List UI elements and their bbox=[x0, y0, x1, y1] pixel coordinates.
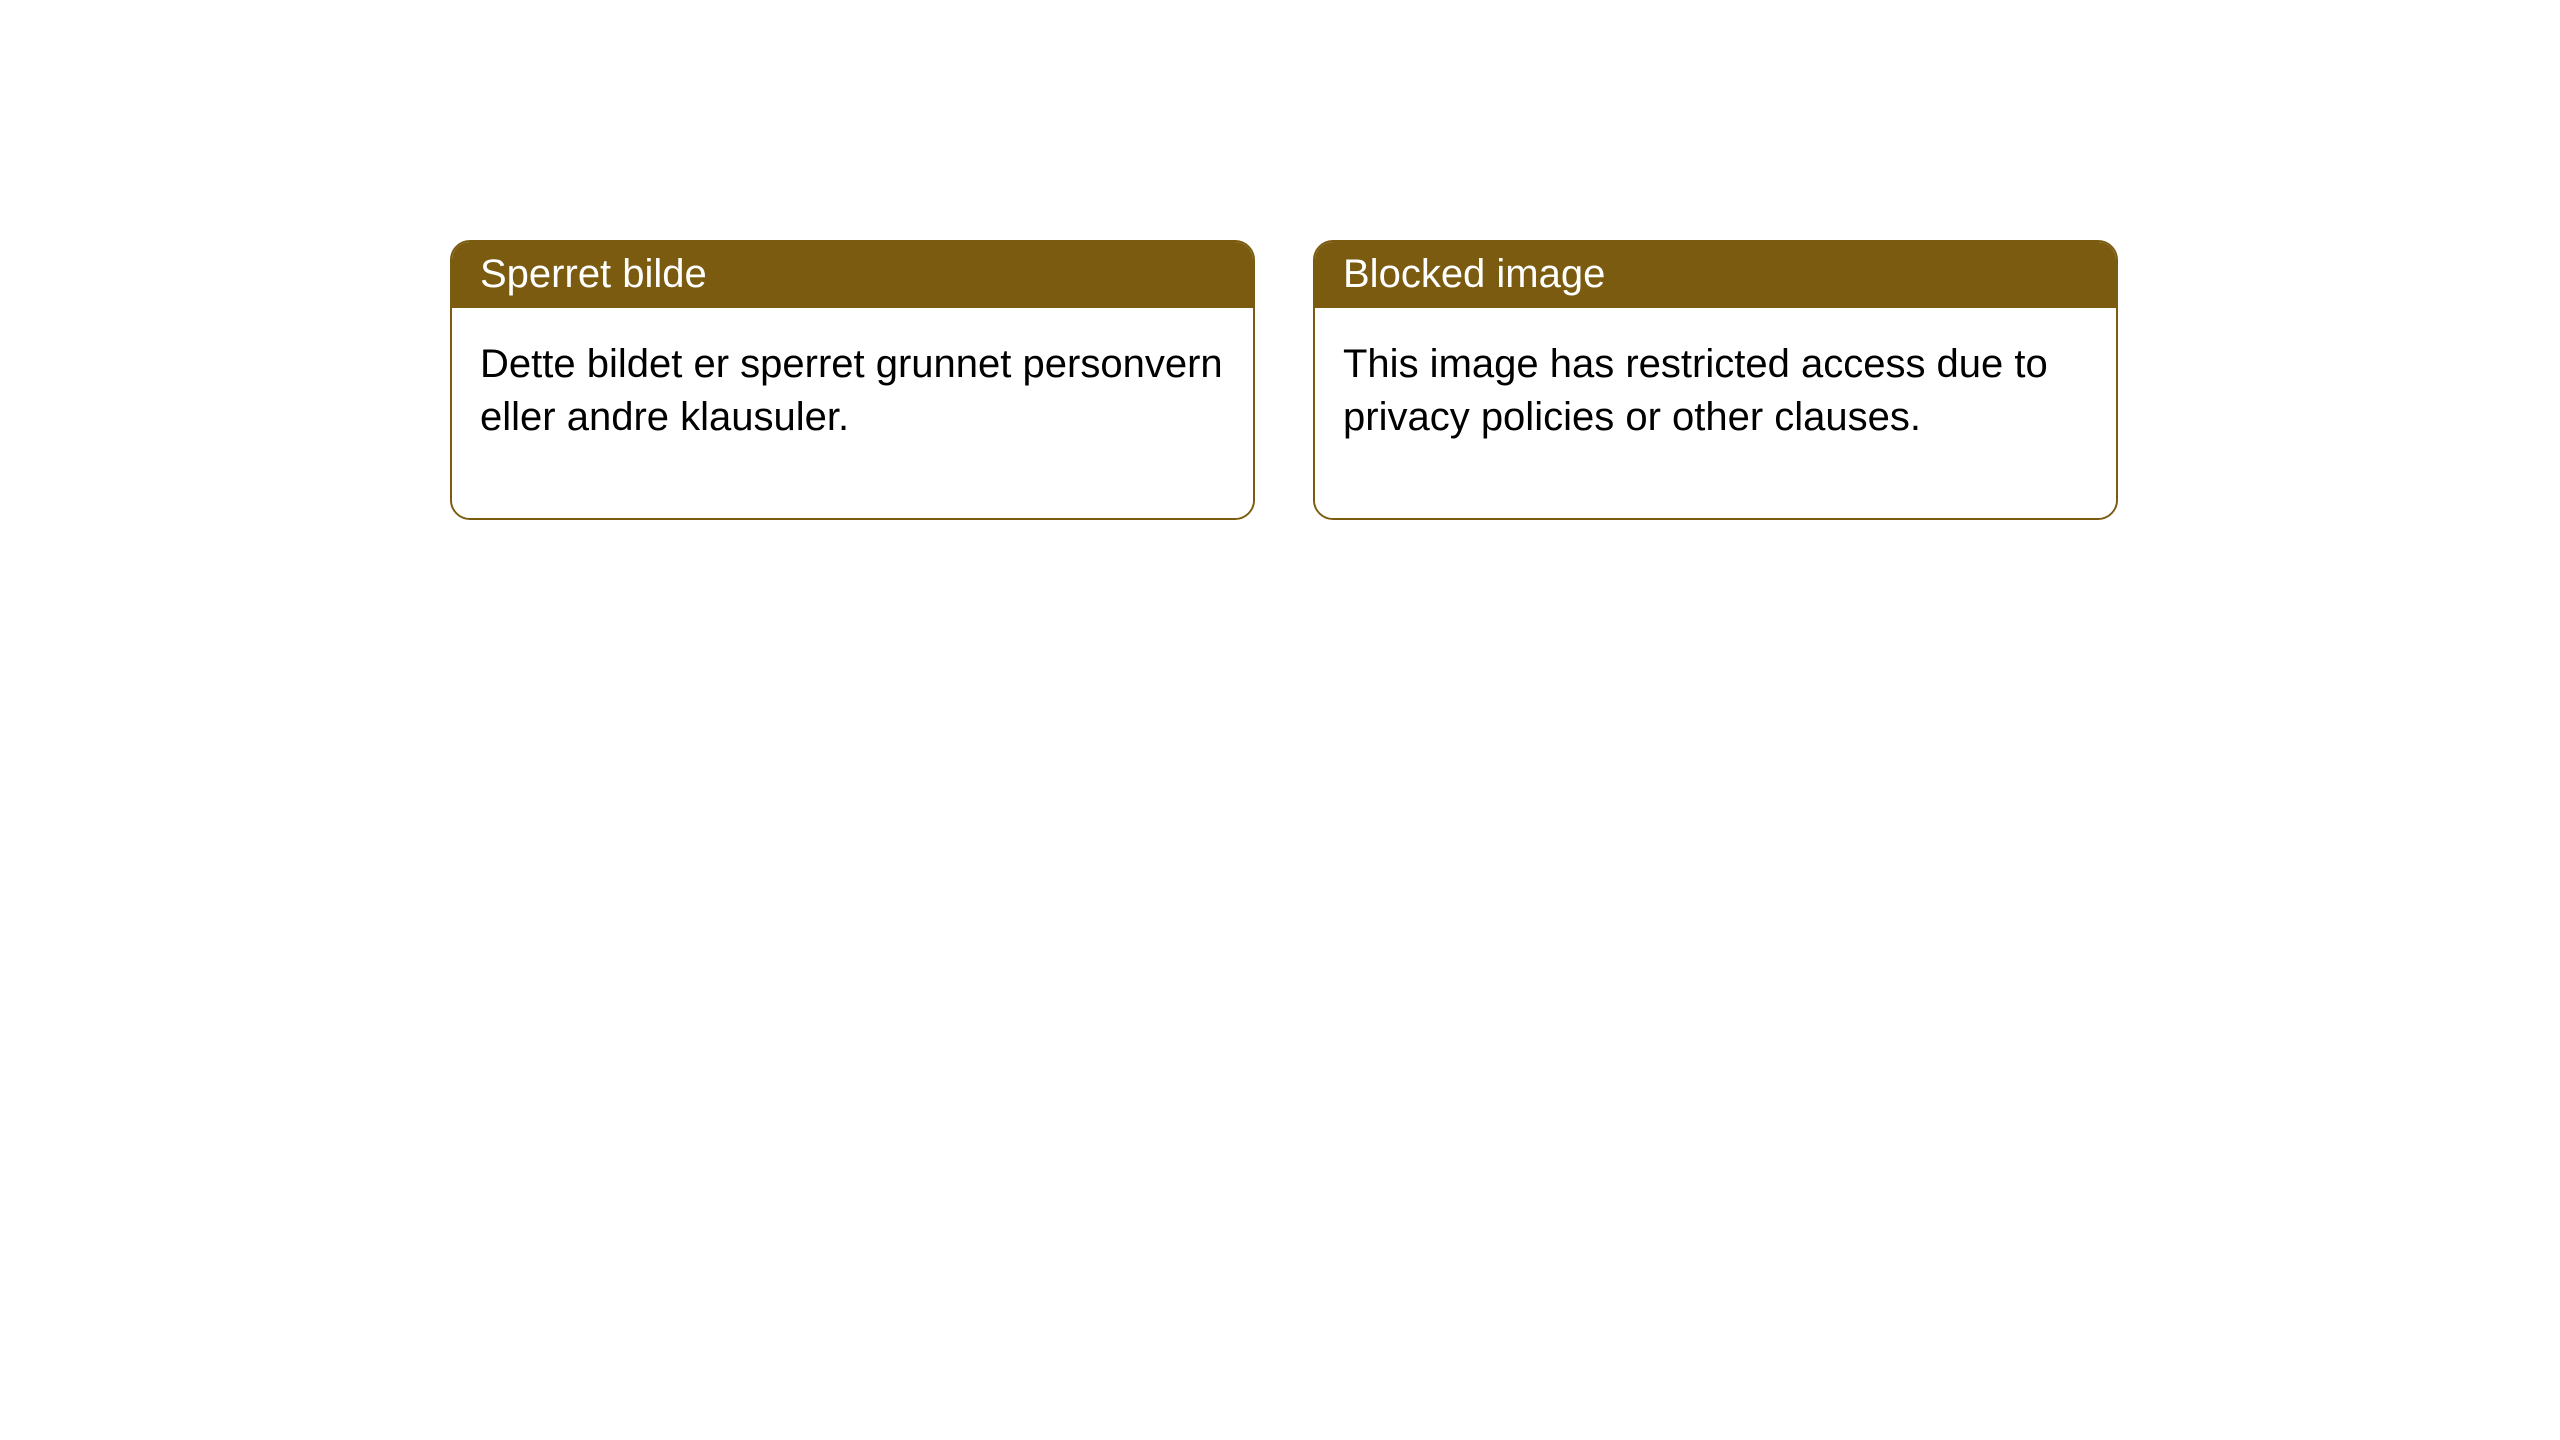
notice-card-english: Blocked image This image has restricted … bbox=[1313, 240, 2118, 520]
notice-container: Sperret bilde Dette bildet er sperret gr… bbox=[450, 240, 2118, 520]
notice-card-title: Sperret bilde bbox=[452, 242, 1253, 308]
notice-card-body: This image has restricted access due to … bbox=[1315, 308, 2116, 518]
notice-card-norwegian: Sperret bilde Dette bildet er sperret gr… bbox=[450, 240, 1255, 520]
notice-card-body: Dette bildet er sperret grunnet personve… bbox=[452, 308, 1253, 518]
notice-card-title: Blocked image bbox=[1315, 242, 2116, 308]
